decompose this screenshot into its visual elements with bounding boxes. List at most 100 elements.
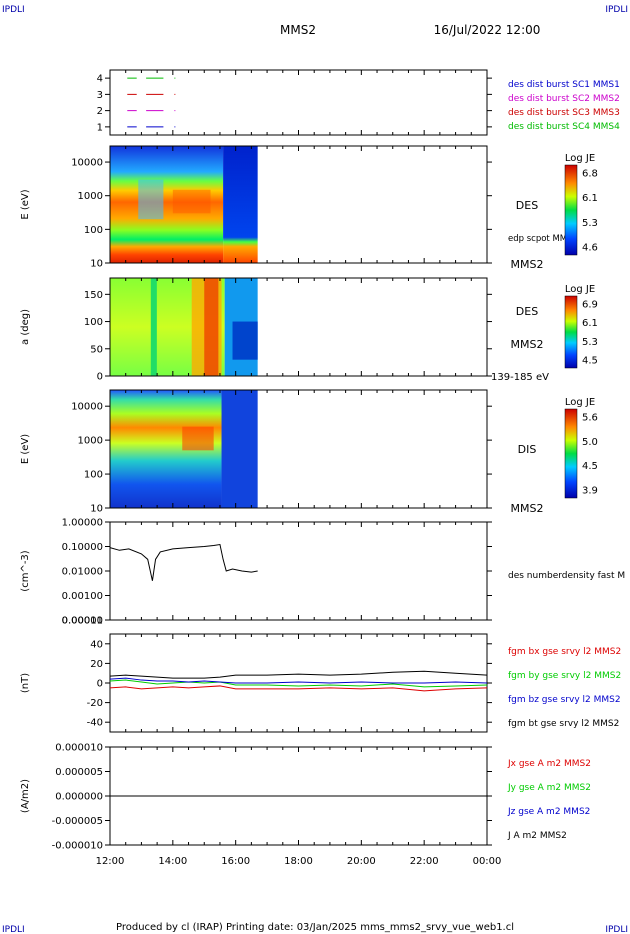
des-pa-colorbar bbox=[564, 295, 578, 369]
footer-credit: Produced by cl (IRAP) Printing date: 03/… bbox=[116, 922, 514, 933]
colorbar-tick-label: 3.9 bbox=[582, 486, 598, 497]
current-y-label: (A/m2) bbox=[20, 779, 31, 813]
dis-y-label: E (eV) bbox=[20, 434, 31, 464]
des-pa-y-tick-label: 0 bbox=[97, 372, 103, 383]
bfield-legend-entry: fgm bt gse srvy l2 MMS2 bbox=[508, 719, 619, 729]
dis-label: DIS bbox=[518, 443, 537, 456]
colorbar-tick-label: 6.1 bbox=[582, 318, 598, 329]
corner-label-bottom-right: IPDLI bbox=[605, 925, 628, 934]
density-y-tick-label: 0.00100 bbox=[62, 591, 103, 602]
des-energy-hot bbox=[172, 189, 211, 214]
current-legend-entry: Jy gse A m2 MMS2 bbox=[507, 783, 591, 793]
bfield-line bbox=[109, 685, 488, 692]
x-tick-label: 16:00 bbox=[221, 856, 250, 867]
des-energy-y-label: E (eV) bbox=[20, 189, 31, 219]
x-tick-label: 22:00 bbox=[410, 856, 439, 867]
date-title: 16/Jul/2022 12:00 bbox=[434, 23, 541, 37]
bfield-y-tick-label: 0 bbox=[97, 679, 103, 690]
des-pa-y-tick-label: 50 bbox=[90, 344, 103, 355]
des-energy-heatmap bbox=[110, 146, 224, 263]
des-pa-band bbox=[150, 278, 157, 376]
des-pa-late-core bbox=[232, 321, 258, 360]
x-tick-label: 20:00 bbox=[347, 856, 376, 867]
colorbar-title: Log JE bbox=[565, 397, 595, 408]
dis-y-tick-label: 1000 bbox=[78, 436, 103, 447]
panels: 1 2 3 4 des dist burst SC1 MMS1 des dist burs… bbox=[20, 69, 625, 867]
bfield-y-tick-label: 40 bbox=[90, 639, 103, 650]
colorbar-tick-label: 6.8 bbox=[582, 169, 598, 180]
x-tick-label: 14:00 bbox=[158, 856, 187, 867]
burst-legend-entry: des dist burst SC3 MMS3 bbox=[508, 108, 620, 118]
dis-sc-label: MMS2 bbox=[511, 502, 544, 515]
bfield-y-tick-label: 20 bbox=[90, 659, 103, 670]
des-pa-y-tick-label: 150 bbox=[84, 290, 103, 301]
colorbar-tick-label: 6.1 bbox=[582, 193, 598, 204]
corner-label-bottom-left: IPDLI bbox=[2, 925, 25, 934]
bfield-line bbox=[109, 677, 488, 684]
colorbar-tick-label: 5.0 bbox=[582, 437, 598, 448]
x-tick-label: 12:00 bbox=[96, 856, 125, 867]
colorbar-title: Log JE bbox=[565, 284, 595, 295]
colorbar-title: Log JE bbox=[565, 153, 595, 164]
corner-label-top-left: IPDLI bbox=[2, 5, 25, 15]
bfield-line bbox=[109, 679, 488, 688]
dis-y-tick-label: 10000 bbox=[71, 402, 103, 413]
current-legend-entry: J A m2 MMS2 bbox=[507, 831, 567, 841]
bfield-line bbox=[109, 670, 488, 679]
density-y-tick-label: 1.00000 bbox=[62, 518, 103, 529]
density-line bbox=[109, 543, 258, 581]
des-energy-y-tick-label: 100 bbox=[84, 225, 103, 236]
current-legend-entry: Jz gse A m2 MMS2 bbox=[507, 807, 590, 817]
spacecraft-title: MMS2 bbox=[280, 23, 316, 37]
des-pa-y-label: a (deg) bbox=[20, 309, 31, 345]
burst-y-tick-label: 2 bbox=[97, 106, 103, 117]
density-y-tick-label: 0.01000 bbox=[62, 567, 103, 578]
burst-y-tick-label: 3 bbox=[97, 90, 103, 101]
x-tick-label: 18:00 bbox=[284, 856, 313, 867]
des-energy-annotation: edp scpot MMS2 bbox=[508, 234, 578, 244]
burst-legend-entry: des dist burst SC2 MMS2 bbox=[508, 94, 620, 104]
des-energy-sc-label: MMS2 bbox=[511, 258, 544, 271]
x-tick-label: 00:00 bbox=[473, 856, 502, 867]
colorbar-tick-label: 5.3 bbox=[582, 337, 598, 348]
dis-colorbar bbox=[564, 408, 578, 499]
des-pa-sc-label: MMS2 bbox=[511, 338, 544, 351]
des-energy-y-tick-label: 10 bbox=[90, 259, 103, 270]
current-legend-entry: Jx gse A m2 MMS2 bbox=[507, 759, 591, 769]
des-energy-heatmap-late bbox=[223, 146, 258, 263]
burst-legend-entry: des dist burst SC4 MMS4 bbox=[508, 122, 620, 132]
density-y-tick-label: 0.00001 bbox=[62, 616, 103, 627]
bfield-legend-entry: fgm bx gse srvy l2 MMS2 bbox=[508, 647, 621, 657]
colorbar-tick-label: 5.3 bbox=[582, 218, 598, 229]
des-energy-label: DES bbox=[516, 199, 538, 212]
density-y-label: (cm^-3) bbox=[20, 550, 31, 591]
density-y-tick-label: 0.10000 bbox=[62, 542, 103, 553]
des-energy-y-tick-label: 1000 bbox=[78, 191, 103, 202]
des-pa-label: DES bbox=[516, 305, 538, 318]
density-frame bbox=[109, 521, 488, 621]
colorbar-tick-label: 4.6 bbox=[582, 243, 598, 254]
dis-y-tick-label: 100 bbox=[84, 470, 103, 481]
burst-panel-frame bbox=[109, 69, 488, 136]
current-y-tick-label: 0.000000 bbox=[55, 792, 103, 803]
bfield-legend-entry: fgm bz gse srvy l2 MMS2 bbox=[508, 695, 621, 705]
dis-heatmap-late bbox=[221, 390, 258, 508]
current-y-tick-label: 0.000010 bbox=[55, 743, 103, 754]
des-pa-band bbox=[204, 278, 219, 376]
density-y-tick-label: 0.00010 bbox=[62, 616, 103, 627]
des-pa-y-tick-label: 100 bbox=[84, 317, 103, 328]
corner-label-top-right: IPDLI bbox=[605, 5, 628, 15]
des-energy-dip bbox=[138, 179, 164, 220]
current-y-tick-label: 0.000005 bbox=[55, 767, 103, 778]
bfield-y-label: (nT) bbox=[20, 673, 31, 693]
burst-legend-entry: des dist burst SC1 MMS1 bbox=[508, 80, 620, 90]
colorbar-tick-label: 6.9 bbox=[582, 300, 598, 311]
bfield-y-tick-label: -40 bbox=[87, 718, 103, 729]
colorbar-tick-label: 4.5 bbox=[582, 461, 598, 472]
current-y-tick-label: -0.000010 bbox=[52, 841, 103, 852]
des-energy-y-tick-label: 10000 bbox=[71, 158, 103, 169]
burst-y-tick-label: 4 bbox=[97, 74, 103, 85]
bfield-legend-entry: fgm by gse srvy l2 MMS2 bbox=[508, 671, 621, 681]
des-energy-colorbar bbox=[564, 164, 578, 256]
